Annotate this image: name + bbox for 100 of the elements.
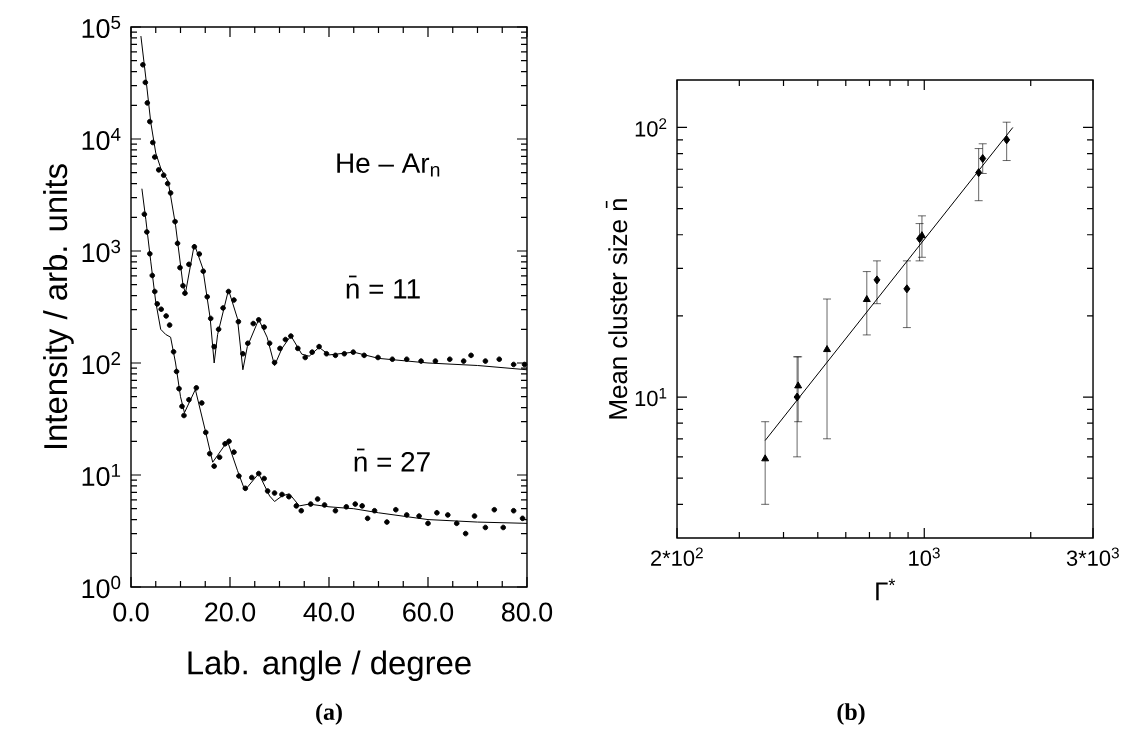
point: [235, 318, 242, 325]
point: [496, 356, 503, 363]
point: [141, 211, 148, 218]
point: [314, 496, 321, 502]
point: [510, 361, 517, 368]
point: [261, 324, 267, 330]
point: [510, 507, 517, 514]
point: [375, 354, 381, 361]
point: [167, 190, 174, 196]
point: [248, 474, 255, 481]
y-tick-label: 10$^{1}$: [635, 387, 667, 407]
point: [220, 305, 226, 311]
point: [298, 507, 305, 514]
point: [471, 513, 478, 519]
point: [198, 400, 205, 406]
x-tick-label: 2*10$^{2}$: [651, 547, 703, 566]
point: [163, 313, 169, 319]
point: [403, 512, 410, 518]
point: [264, 488, 271, 494]
annotation: n̄ = 27: [354, 448, 430, 472]
point: [403, 356, 410, 363]
point: [231, 297, 237, 303]
point: [186, 261, 192, 268]
point: [193, 385, 200, 391]
point: [164, 180, 171, 187]
point: [255, 470, 262, 477]
y-tick-label: 10$^{1}$: [82, 463, 121, 487]
point: [225, 288, 232, 295]
point: [266, 340, 273, 347]
point: [147, 250, 153, 257]
x-axis-title: Γ$^{*}$: [876, 578, 896, 601]
point: [144, 100, 151, 106]
point: [271, 359, 278, 366]
point: [147, 118, 153, 125]
point: [149, 139, 156, 146]
point: [279, 491, 285, 498]
point: [416, 513, 422, 519]
x-tick-label: 80.0: [501, 602, 553, 622]
point: [186, 396, 192, 403]
point: [154, 301, 161, 307]
point: [295, 345, 301, 352]
point: [302, 354, 309, 361]
point: [282, 336, 289, 343]
point: [181, 412, 187, 419]
point: [206, 450, 213, 457]
point: [151, 288, 158, 295]
x-tick-label: 10$^{3}$: [909, 547, 940, 566]
x-tick-label: 3*10$^{3}$: [1066, 547, 1119, 566]
point: [151, 154, 158, 160]
point: [182, 290, 188, 296]
point: [445, 512, 451, 518]
point: [140, 61, 146, 68]
point: [176, 385, 182, 392]
point: [288, 333, 294, 339]
point: [170, 348, 177, 355]
point: [207, 315, 214, 322]
point: [242, 485, 249, 492]
point: [202, 429, 209, 436]
point: [277, 345, 283, 352]
point: [177, 264, 183, 271]
point: [166, 322, 173, 328]
point: [222, 440, 228, 447]
point: [271, 490, 278, 496]
point: [211, 343, 217, 350]
point: [200, 268, 207, 275]
point: [341, 350, 348, 357]
point: [142, 79, 149, 86]
point: [179, 403, 185, 410]
point: [158, 306, 164, 313]
point: [432, 358, 439, 364]
point: [211, 463, 217, 469]
point: [389, 356, 396, 363]
point: [332, 507, 339, 514]
point: [240, 350, 246, 357]
point: [321, 502, 328, 508]
y-tick-label: 10$^{3}$: [82, 239, 121, 263]
point: [286, 493, 292, 500]
point: [343, 504, 350, 510]
point: [196, 251, 203, 257]
point: [384, 519, 390, 525]
point: [361, 352, 367, 359]
point: [460, 358, 467, 364]
point: [500, 524, 507, 531]
point: [323, 350, 330, 357]
point: [255, 317, 262, 323]
point: [149, 272, 156, 279]
point: [519, 515, 526, 522]
annotation: n̄ = 11: [346, 275, 420, 299]
point: [446, 356, 453, 363]
point: [155, 167, 162, 173]
point: [180, 282, 186, 289]
point: [307, 501, 314, 507]
point: [359, 503, 365, 509]
x-tick-label: 20.0: [205, 602, 256, 622]
point: [174, 240, 181, 247]
point: [231, 449, 237, 455]
point: [144, 229, 150, 235]
point: [191, 244, 198, 250]
point: [261, 475, 267, 482]
point: [245, 340, 251, 347]
